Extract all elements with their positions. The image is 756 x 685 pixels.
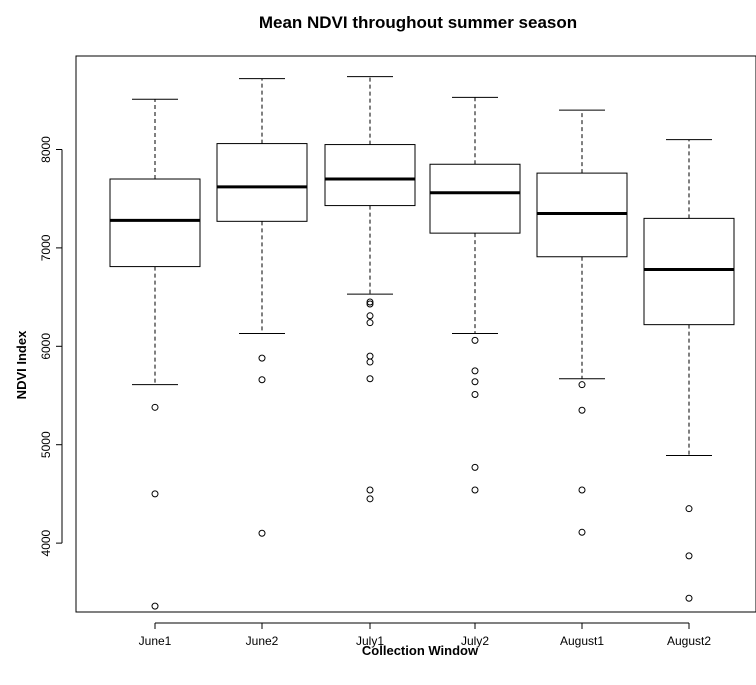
outlier-point <box>471 463 479 471</box>
plot-frame <box>75 55 756 613</box>
outlier-point <box>685 594 693 602</box>
y-tick-label: 7000 <box>39 234 53 261</box>
y-tick-label: 8000 <box>39 136 53 163</box>
outlier-point <box>578 528 586 536</box>
outlier-point <box>151 403 159 411</box>
x-axis-label: Collection Window <box>362 643 479 658</box>
outlier-point <box>471 367 479 375</box>
outlier-point <box>578 406 586 414</box>
outlier-point <box>471 486 479 494</box>
box-group <box>324 76 416 503</box>
outlier-point <box>366 352 374 360</box>
y-axis-label: NDVI Index <box>14 330 29 399</box>
outlier-point <box>366 375 374 383</box>
outlier-point <box>258 376 266 384</box>
x-axis: June1 June2 July1 July2 August1 August2 <box>139 622 711 648</box>
chart-title: Mean NDVI throughout summer season <box>259 13 577 32</box>
outlier-point <box>366 312 374 320</box>
outlier-point <box>471 391 479 399</box>
box-group <box>643 139 735 602</box>
outlier-point <box>578 486 586 494</box>
outlier-point <box>258 354 266 362</box>
iqr-box <box>109 178 201 268</box>
outlier-point <box>366 486 374 494</box>
outlier-point <box>685 552 693 560</box>
x-tick-label: August1 <box>560 634 604 648</box>
iqr-box <box>643 217 735 326</box>
outlier-point <box>151 490 159 498</box>
box-group <box>536 109 628 536</box>
x-tick-label: July2 <box>461 634 489 648</box>
outlier-point <box>366 298 374 306</box>
iqr-box <box>216 143 308 222</box>
x-tick-label: June1 <box>139 634 172 648</box>
box-group <box>109 98 201 610</box>
x-tick-label: August2 <box>667 634 711 648</box>
outlier-point <box>366 358 374 366</box>
outlier-point <box>366 495 374 503</box>
outlier-point <box>471 336 479 344</box>
outlier-point <box>578 381 586 389</box>
outlier-point <box>151 602 159 610</box>
box-group <box>429 96 521 494</box>
iqr-box <box>324 144 416 207</box>
y-tick-label: 4000 <box>39 529 53 556</box>
box-series <box>109 76 735 610</box>
y-tick-label: 6000 <box>39 333 53 360</box>
x-tick-label: July1 <box>356 634 384 648</box>
outlier-point <box>471 378 479 386</box>
y-tick-label: 5000 <box>39 431 53 458</box>
y-axis: 4000 5000 6000 7000 8000 <box>39 136 63 556</box>
outlier-point <box>685 505 693 513</box>
outlier-point <box>366 300 374 308</box>
box-group <box>216 78 308 537</box>
outlier-point <box>258 529 266 537</box>
x-tick-label: June2 <box>246 634 279 648</box>
iqr-box <box>429 163 521 234</box>
outlier-point <box>366 319 374 327</box>
